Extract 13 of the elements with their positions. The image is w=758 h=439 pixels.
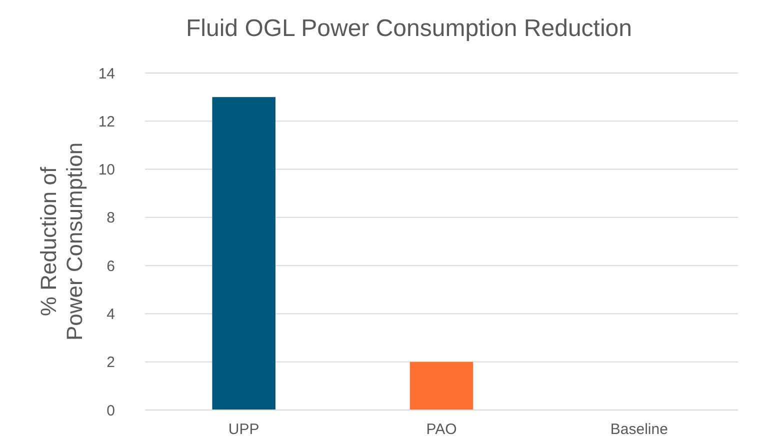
y-tick-label: 2 (106, 354, 115, 372)
x-tick-label: Baseline (610, 421, 668, 438)
y-tick-label: 14 (98, 65, 115, 82)
y-tick-label: 12 (98, 113, 115, 130)
y-tick-label: 10 (98, 162, 115, 179)
y-axis-title: % Reduction of Power Consumption (36, 142, 87, 341)
y-tick-label: 4 (106, 306, 115, 323)
x-tick-label: UPP (228, 421, 260, 438)
y-tick-label: 0 (106, 402, 115, 420)
x-tick-label: PAO (426, 421, 457, 438)
chart-title: Fluid OGL Power Consumption Reduction (186, 15, 632, 42)
y-tick-label: 6 (106, 258, 115, 275)
y-tick-label: 8 (106, 210, 115, 227)
